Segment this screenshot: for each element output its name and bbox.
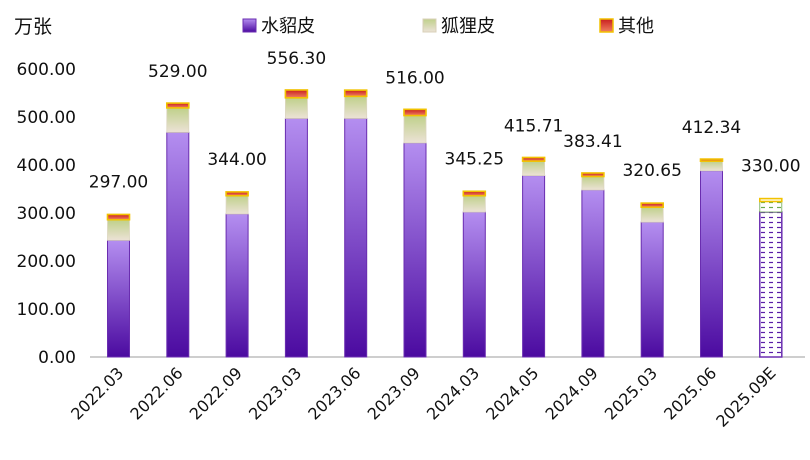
- bar-other: [225, 191, 249, 197]
- bar-mink: [403, 142, 427, 358]
- x-tick-label: 2023.09: [364, 363, 424, 423]
- x-tick-label: 2024.03: [423, 363, 483, 423]
- x-tick-label: 2025.06: [660, 363, 720, 423]
- bar-mink: [581, 189, 605, 358]
- total-label: 415.71: [504, 116, 563, 136]
- bar-fox: [462, 195, 486, 213]
- bar-mink: [344, 117, 368, 358]
- bar-mink: [759, 211, 783, 358]
- bar-other: [166, 102, 190, 109]
- legend-label-mink: 水貂皮: [261, 16, 315, 37]
- legend-swatch-fox: [422, 18, 437, 33]
- y-axis-ticks: 0.00 100.00 200.00 300.00 400.00 500.00 600.00: [17, 60, 76, 368]
- bar-fox: [581, 176, 605, 191]
- y-tick-label: 500.00: [17, 108, 76, 128]
- total-label: 345.25: [445, 149, 504, 169]
- x-tick-label: 2023.03: [245, 363, 305, 423]
- x-axis-ticks: 2022.03 2022.06 2022.09 2023.03 2023.06 2023.…: [67, 363, 780, 430]
- x-tick-label: 2022.06: [126, 363, 186, 423]
- legend-label-other: 其他: [618, 16, 654, 37]
- bar-other: [284, 89, 309, 99]
- y-tick-label: 100.00: [17, 300, 76, 320]
- y-tick-label: 200.00: [17, 252, 76, 272]
- bar-mink: [700, 170, 723, 358]
- x-tick-label: 2023.06: [304, 363, 364, 423]
- x-tick-label: 2025.03: [601, 363, 661, 423]
- total-label: 344.00: [207, 150, 266, 170]
- bar-other: [699, 158, 724, 162]
- bar-fox: [640, 206, 664, 223]
- bar-other: [403, 108, 427, 117]
- total-labels: 297.00 529.00 344.00 556.30 516.00 345.25415.…: [89, 49, 801, 192]
- bar-other: [343, 89, 368, 98]
- bar-mink: [284, 117, 308, 358]
- y-tick-label: 400.00: [17, 156, 76, 176]
- bar-fox: [107, 219, 130, 241]
- bar-fox: [344, 95, 368, 119]
- total-label: 516.00: [385, 68, 444, 88]
- bar-fox: [700, 160, 723, 172]
- x-tick-label: 2022.09: [186, 363, 246, 423]
- bar-fox: [284, 97, 308, 119]
- bar-mink: [166, 131, 190, 358]
- bar-mink: [640, 221, 664, 358]
- x-tick-label: 2025.09E: [712, 363, 779, 430]
- y-tick-label: 300.00: [17, 204, 76, 224]
- bar-other: [462, 190, 487, 197]
- bar-fox: [225, 195, 249, 215]
- bar-other: [106, 213, 131, 221]
- x-tick-label: 2024.09: [542, 363, 602, 423]
- bar-other: [521, 156, 546, 162]
- bar-fox: [403, 115, 427, 144]
- total-label: 297.00: [89, 172, 148, 192]
- x-tick-label: 2024.05: [482, 363, 542, 423]
- total-label: 330.00: [741, 157, 800, 177]
- legend: 水貂皮 狐狸皮 其他: [242, 16, 654, 37]
- bar-fox: [759, 201, 783, 213]
- bar-other: [581, 172, 605, 178]
- y-tick-label: 0.00: [38, 348, 76, 368]
- legend-swatch-other: [599, 18, 614, 33]
- bar-fox: [522, 160, 545, 176]
- total-label: 529.00: [148, 62, 207, 82]
- bar-other: [758, 197, 783, 203]
- bar-mink: [225, 213, 249, 358]
- legend-swatch-mink: [242, 18, 257, 33]
- bar-mink: [522, 175, 546, 358]
- y-axis-unit-label: 万张: [14, 16, 52, 38]
- bars: [106, 89, 783, 358]
- total-label: 320.65: [622, 161, 681, 181]
- bar-mink: [462, 211, 486, 358]
- x-tick-label: 2022.03: [67, 363, 127, 423]
- bar-other: [640, 202, 665, 209]
- bar-mink: [107, 239, 130, 358]
- total-label: 556.30: [267, 49, 326, 69]
- bar-fox: [166, 107, 190, 133]
- total-label: 383.41: [563, 132, 622, 152]
- y-tick-label: 600.00: [17, 60, 76, 80]
- legend-label-fox: 狐狸皮: [441, 16, 495, 37]
- total-label: 412.34: [682, 118, 741, 138]
